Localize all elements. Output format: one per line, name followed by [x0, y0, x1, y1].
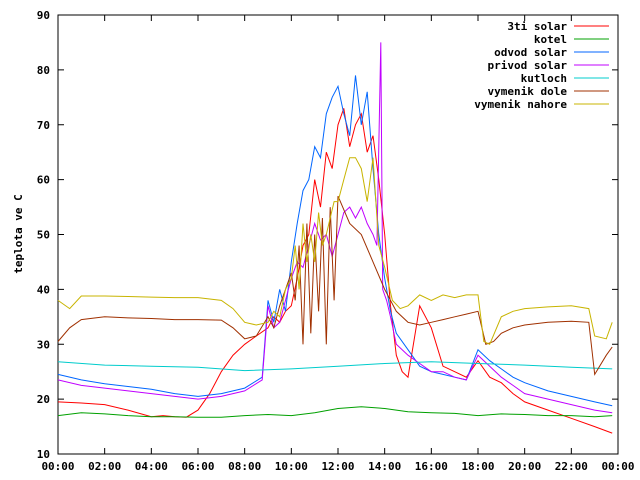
series-lines [57, 42, 613, 434]
series-line-odvod-solar [57, 75, 613, 407]
y-tick-label: 30 [37, 338, 50, 351]
x-tick-label: 14:00 [368, 460, 401, 473]
y-tick-label: 20 [37, 393, 50, 406]
y-tick-label: 10 [37, 448, 50, 461]
x-tick-label: 06:00 [181, 460, 214, 473]
x-tick-label: 16:00 [415, 460, 448, 473]
y-tick-label: 80 [37, 64, 50, 77]
series-line-kotel [57, 406, 613, 418]
legend-label: kotel [534, 33, 567, 46]
series-line-privod-solar [57, 42, 613, 414]
legend-label: odvod solar [494, 46, 567, 59]
x-tick-label: 20:00 [508, 460, 541, 473]
x-tick-label: 08:00 [228, 460, 261, 473]
y-tick-label: 60 [37, 174, 50, 187]
legend-label: 3ti solar [507, 20, 567, 33]
x-tick-label: 00:00 [601, 460, 634, 473]
x-tick-label: 22:00 [555, 460, 588, 473]
y-tick-label: 50 [37, 229, 50, 242]
legend-label: kutloch [521, 72, 567, 85]
legend-label: vymenik nahore [474, 98, 567, 111]
legend-label: vymenik dole [488, 85, 568, 98]
series-line-vymenik-nahore [57, 157, 613, 345]
y-tick-label: 40 [37, 283, 50, 296]
x-tick-label: 18:00 [461, 460, 494, 473]
x-tick-label: 02:00 [88, 460, 121, 473]
y-tick-label: 90 [37, 9, 50, 22]
x-tick-label: 00:00 [41, 460, 74, 473]
x-tick-label: 10:00 [275, 460, 308, 473]
series-line-kutloch [57, 361, 613, 372]
x-tick-label: 04:00 [135, 460, 168, 473]
y-axis-label: teplota ve C [12, 194, 25, 273]
legend-label: privod solar [488, 59, 568, 72]
series-line-vymenik-dole [57, 195, 613, 376]
y-tick-label: 70 [37, 119, 50, 132]
x-tick-label: 12:00 [321, 460, 354, 473]
axes: 10 20 30 40 50 60 70 80 90 00:00 02:00 04:00 06:00 08… [37, 9, 635, 473]
